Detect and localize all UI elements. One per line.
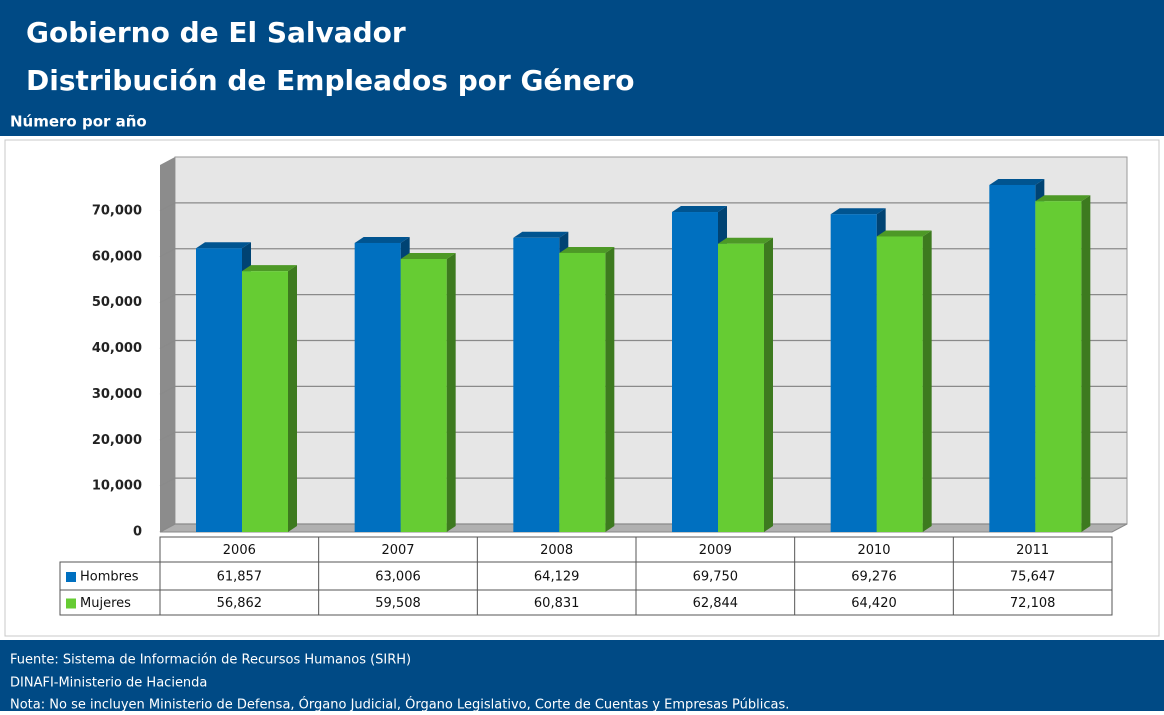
bar [400,259,447,532]
bar-top [242,265,297,272]
table-value: 72,108 [1010,596,1056,611]
bar [196,248,242,532]
bar [830,214,877,532]
x-tick-label: 2009 [699,543,732,558]
x-tick-label: 2007 [381,543,414,558]
table-value: 60,831 [534,596,580,611]
footer-band [0,640,1164,711]
bar [876,236,923,532]
bar-top [513,231,569,238]
y-tick-label: 70,000 [92,203,142,218]
y-tick-label: 20,000 [92,433,142,448]
grid-line [159,202,1127,212]
table-value: 59,508 [375,596,421,611]
grid-line [159,431,1127,441]
caption: Número por año [10,113,147,131]
grid-line [159,339,1127,350]
bar-top [1035,195,1091,202]
legend-label: Hombres [80,570,139,585]
bar [718,243,764,532]
bar-top [196,242,251,249]
bar-top [559,246,615,253]
grid-line [159,294,1127,304]
title: Gobierno de El Salvador [26,16,406,49]
legend-label: Mujeres [80,596,131,611]
bar-side [764,237,773,532]
y-tick-label: 30,000 [92,387,142,402]
header-band [0,0,1164,136]
footer-line: Nota: No se incluyen Ministerio de Defen… [10,697,789,712]
grid-line [159,523,1127,533]
table-value: 63,006 [375,570,421,585]
bar-top [989,178,1045,185]
table-value: 69,276 [851,570,897,585]
bar-top [876,230,932,237]
legend-swatch [66,572,76,582]
grid-line [159,477,1127,487]
grid-line [159,385,1127,395]
x-tick-label: 2011 [1016,543,1049,558]
x-tick-label: 2008 [540,543,573,558]
legend-swatch [66,598,76,609]
bar-top [354,236,410,243]
bar [1035,201,1082,533]
y-tick-label: 40,000 [92,341,142,356]
x-tick-label: 2006 [223,543,256,558]
footer-line: Fuente: Sistema de Información de Recurs… [10,653,411,668]
table-value: 75,647 [1010,570,1056,585]
floor [159,523,1128,533]
table-value: 64,129 [534,570,580,585]
bar [354,242,401,533]
grid-line [159,248,1127,258]
bar-top [718,237,773,244]
bar [242,271,288,532]
table-value: 56,862 [217,596,263,611]
bar [989,184,1036,532]
bar-top [672,206,727,213]
y-tick-label: 60,000 [92,249,142,264]
subtitle: Distribución de Empleados por Género [26,64,634,97]
bar [559,252,606,532]
y-tick-label: 10,000 [92,479,142,494]
y-tick-label: 50,000 [92,295,142,310]
y-tick-label: 0 [133,525,142,540]
bar-side [922,230,932,532]
footer-line: DINAFI-Ministerio de Hacienda [10,676,207,691]
table-value: 64,420 [851,596,897,611]
table-value: 62,844 [693,596,739,611]
table-value: 61,857 [217,570,263,585]
bar-side [1081,195,1091,533]
bar-top [830,208,886,215]
bar-side [605,246,615,532]
x-tick-label: 2010 [857,543,890,558]
bar [513,237,560,532]
bar-top [400,253,456,260]
bar-side [446,253,456,532]
bar-side [288,265,297,532]
bar [672,212,718,532]
table-value: 69,750 [693,570,739,585]
